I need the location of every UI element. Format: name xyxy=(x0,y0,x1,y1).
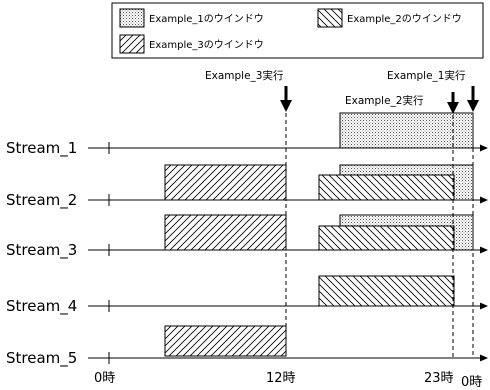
legend-box xyxy=(111,2,484,59)
window-stream3-example3 xyxy=(164,214,287,251)
window-stream2-example2 xyxy=(318,174,455,201)
exec-arrow-example3 xyxy=(280,86,292,112)
stream-label-5: Stream_5 xyxy=(6,349,77,368)
exec-label-example1: Example_1実行 xyxy=(387,69,466,82)
window-stream1-example1 xyxy=(339,112,474,149)
window-stream2-example3 xyxy=(164,164,287,201)
exec-arrow-example2 xyxy=(447,92,459,114)
stream-axis-4 xyxy=(88,300,488,312)
stream-axis-5 xyxy=(88,352,488,364)
exec-label-example3: Example_3実行 xyxy=(205,69,284,82)
stream-axis-2 xyxy=(88,194,488,206)
legend-label-example3: Example_3のウインドウ xyxy=(149,39,264,51)
time-label-midnight: 0時 xyxy=(461,375,482,390)
exec-arrow-example1 xyxy=(467,86,479,112)
time-label-noon: 12時 xyxy=(266,371,296,386)
stream-axis-3 xyxy=(88,244,488,256)
stream-label-2: Stream_2 xyxy=(6,191,77,210)
stream-axis-1 xyxy=(88,142,488,154)
legend-swatch-example1 xyxy=(119,8,145,28)
legend-swatch-example3 xyxy=(119,34,145,54)
stream-label-1: Stream_1 xyxy=(6,139,77,158)
legend-label-example1: Example_1のウインドウ xyxy=(149,13,264,25)
stream-label-4: Stream_4 xyxy=(6,297,77,316)
stream-label-3: Stream_3 xyxy=(6,241,77,260)
window-stream3-example2 xyxy=(318,225,455,251)
time-label-start: 0時 xyxy=(94,371,115,386)
legend: Example_1のウインドウ Example_2のウインドウ Example_… xyxy=(111,2,484,59)
exec-label-example2: Example_2実行 xyxy=(345,94,424,107)
legend-swatch-example2 xyxy=(317,8,343,28)
time-label-23: 23時 xyxy=(424,371,454,386)
window-stream4-example2 xyxy=(318,275,455,307)
legend-label-example2: Example_2のウインドウ xyxy=(347,13,462,25)
window-stream5-example3 xyxy=(164,325,287,357)
